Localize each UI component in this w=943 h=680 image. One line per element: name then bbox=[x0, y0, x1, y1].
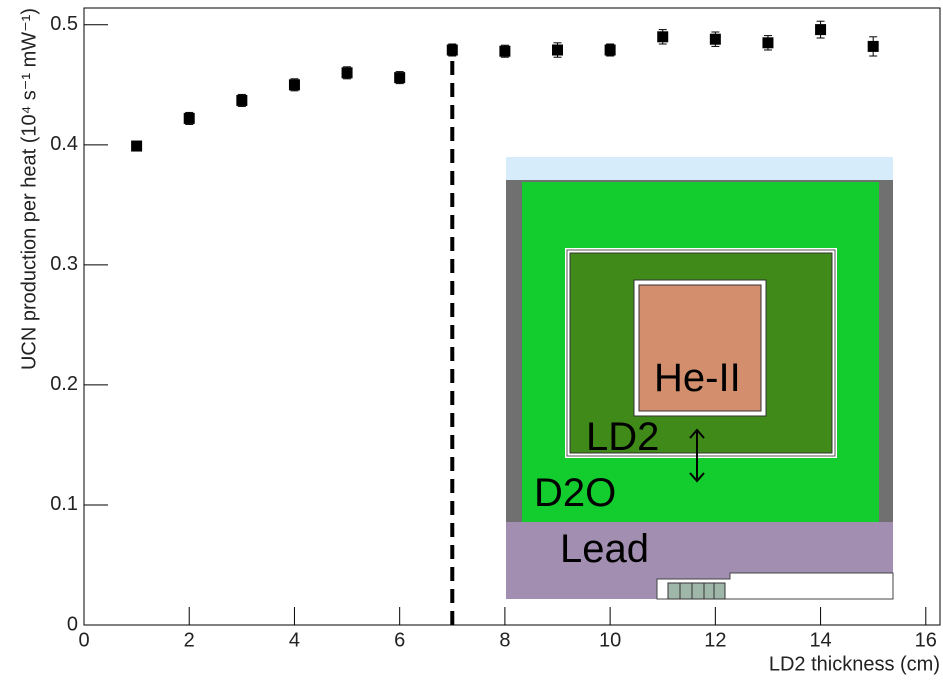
point bbox=[446, 44, 458, 56]
y-tick-label: 0 bbox=[67, 613, 78, 635]
x-tick-label: 6 bbox=[394, 629, 405, 651]
point bbox=[604, 44, 616, 56]
point bbox=[288, 79, 300, 91]
inset-label: D2O bbox=[534, 471, 616, 515]
small-grid-lines bbox=[679, 583, 715, 599]
inset-label: He-II bbox=[654, 356, 741, 400]
inset-diagram: He-II LD2 D2O Lead bbox=[506, 157, 894, 600]
point bbox=[236, 94, 248, 106]
x-tick-label: 16 bbox=[915, 629, 937, 651]
point bbox=[657, 31, 669, 43]
thickness-arrow bbox=[689, 428, 705, 483]
y-tick-label: 0.2 bbox=[50, 373, 78, 395]
x-tick-label: 4 bbox=[289, 629, 300, 651]
inset-label: Lead bbox=[560, 527, 649, 571]
point bbox=[709, 33, 721, 45]
point bbox=[815, 24, 827, 36]
x-tick-label: 12 bbox=[704, 629, 726, 651]
small-grid bbox=[667, 582, 726, 600]
point bbox=[131, 140, 143, 152]
x-tick-label: 2 bbox=[184, 629, 195, 651]
x-tick-label: 10 bbox=[599, 629, 621, 651]
point bbox=[341, 67, 353, 79]
point bbox=[867, 40, 879, 52]
y-tick-label: 0.4 bbox=[50, 133, 78, 155]
y-tick-label: 0.1 bbox=[50, 493, 78, 515]
x-tick-label: 14 bbox=[809, 629, 831, 651]
x-tick-label: 0 bbox=[78, 629, 89, 651]
inset-label: LD2 bbox=[586, 415, 659, 459]
y-axis-label: UCN production per heat (10⁴ s⁻¹ mW⁻¹) bbox=[18, 8, 40, 370]
ld2-outline-edge bbox=[566, 249, 836, 457]
he-region bbox=[638, 284, 762, 412]
point bbox=[552, 44, 564, 56]
y-tick-label: 0.3 bbox=[50, 253, 78, 275]
point bbox=[499, 45, 511, 57]
y-tick-label: 0.5 bbox=[50, 13, 78, 35]
point bbox=[394, 72, 406, 84]
top-strip bbox=[506, 157, 893, 181]
point bbox=[762, 37, 774, 49]
x-tick-label: 8 bbox=[499, 629, 510, 651]
point bbox=[183, 112, 195, 124]
x-axis-label: LD2 thickness (cm) bbox=[769, 653, 940, 675]
